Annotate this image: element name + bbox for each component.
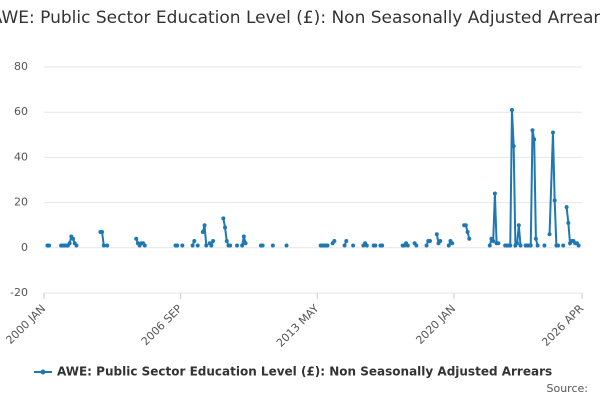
data-point — [511, 144, 516, 149]
data-point — [446, 243, 451, 248]
data-point — [192, 239, 197, 244]
data-point — [450, 241, 455, 246]
data-point — [284, 243, 289, 248]
data-point — [351, 243, 356, 248]
data-point — [487, 243, 492, 248]
data-point — [105, 243, 110, 248]
data-point — [509, 107, 514, 112]
data-point — [533, 236, 538, 241]
data-point — [380, 243, 385, 248]
data-point — [209, 243, 214, 248]
data-point — [260, 243, 265, 248]
data-point — [405, 243, 410, 248]
data-point — [224, 239, 229, 244]
data-point — [190, 243, 195, 248]
series-line — [47, 109, 580, 249]
legend-label: AWE: Public Sector Education Level (£): … — [57, 365, 552, 379]
data-point — [270, 243, 275, 248]
source-label: Source: — [547, 382, 589, 395]
data-point — [566, 220, 571, 225]
data-point — [332, 239, 337, 244]
data-point — [325, 243, 330, 248]
data-point — [508, 243, 513, 248]
data-point — [373, 243, 378, 248]
data-point — [515, 241, 520, 246]
data-point — [467, 236, 472, 241]
data-point — [496, 241, 501, 246]
data-point — [240, 243, 245, 248]
data-point — [344, 239, 349, 244]
data-point — [556, 243, 561, 248]
data-point — [528, 243, 533, 248]
data-point — [492, 191, 497, 196]
data-point — [100, 229, 105, 234]
data-point — [211, 239, 216, 244]
data-point — [204, 243, 209, 248]
data-point — [550, 130, 555, 135]
data-point — [552, 198, 557, 203]
data-point — [134, 236, 139, 241]
data-point — [228, 243, 233, 248]
data-point — [547, 232, 552, 237]
data-point — [47, 243, 52, 248]
y-tick-label: 80 — [14, 60, 28, 73]
data-point — [364, 243, 369, 248]
data-point — [535, 243, 540, 248]
data-point — [200, 229, 205, 234]
data-point — [516, 223, 521, 228]
data-point — [175, 243, 180, 248]
y-tick-label: 60 — [14, 105, 28, 118]
y-tick-label: 0 — [21, 241, 28, 254]
data-point — [465, 229, 470, 234]
data-point — [530, 128, 535, 133]
data-point — [243, 241, 248, 246]
data-point — [518, 243, 523, 248]
data-point — [424, 243, 429, 248]
data-point — [71, 236, 76, 241]
data-point — [542, 243, 547, 248]
data-point — [427, 239, 432, 244]
data-point — [180, 243, 185, 248]
data-point — [67, 241, 72, 246]
data-point — [342, 243, 347, 248]
data-point — [414, 243, 419, 248]
data-point — [221, 216, 226, 221]
data-point — [561, 243, 566, 248]
x-tick-label: 2006 SEP — [139, 302, 185, 348]
data-point — [491, 239, 496, 244]
data-point — [101, 243, 106, 248]
data-point — [564, 205, 569, 210]
data-point — [532, 137, 537, 142]
legend-marker — [40, 369, 46, 375]
data-point — [142, 243, 147, 248]
data-point — [74, 243, 79, 248]
data-point — [438, 239, 443, 244]
data-point — [202, 223, 207, 228]
y-tick-label: -20 — [10, 286, 28, 299]
y-tick-label: 40 — [14, 150, 28, 163]
x-tick-label: 2026 APR — [539, 302, 586, 349]
data-point — [434, 232, 439, 237]
data-point — [576, 243, 581, 248]
chart-title: AWE: Public Sector Education Level (£): … — [0, 8, 600, 28]
data-point — [195, 243, 200, 248]
x-tick-label: 2020 JAN — [413, 302, 458, 347]
data-point — [223, 225, 228, 230]
data-point — [234, 243, 239, 248]
x-tick-label: 2000 JAN — [3, 302, 48, 347]
data-point — [241, 234, 246, 239]
x-tick-label: 2013 MAY — [274, 302, 322, 350]
data-point — [463, 223, 468, 228]
y-tick-label: 20 — [14, 196, 28, 209]
